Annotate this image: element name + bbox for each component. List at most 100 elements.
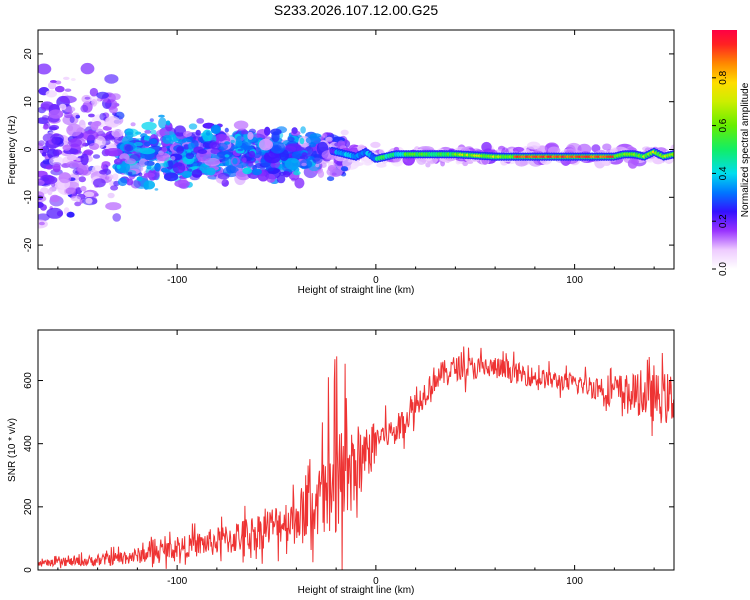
spectrogram-blob [99,112,107,121]
spectrogram-blob [48,81,57,90]
spectrogram-blob [158,117,167,129]
spectrogram-blob [271,131,280,143]
colorbar-ticks: 0.0 0.2 0.4 0.6 0.8 [712,70,729,276]
spectrogram-blob [51,181,56,188]
snr-series-line [38,346,674,570]
spectrogram-blob [110,93,121,101]
spectrogram-blob [237,148,244,152]
spectrogram-blob [481,141,492,153]
spectrogram-blob [267,167,280,174]
spectrogram-blob [70,78,76,81]
spectrogram-blob [216,142,229,151]
spectrogram-blob [156,152,170,162]
spectrogram-blob [66,211,75,218]
spectrogram-blob [139,147,156,155]
spectrogram-blob [161,167,168,173]
spectrogram-blob [325,136,333,142]
spectrogram-ridge [329,146,674,163]
colorbar [712,30,737,269]
spectrogram-blob [188,123,198,130]
spectrogram-blob [370,141,381,148]
spectrogram-blob [221,179,229,187]
spectrogram-blob [527,141,541,150]
spectrogram-blob [38,179,45,186]
spectrogram-blob [63,76,70,80]
bottom-x-axis-label: Height of straight line (km) [298,585,415,596]
spectrogram-blob [93,178,106,188]
spectrogram-blob [62,144,71,151]
spectrogram-blob [163,162,170,168]
spectrogram-blob [217,172,230,180]
spectrogram-blob [248,150,256,158]
spectrogram-blob [143,172,155,178]
spectrogram-blob [55,85,65,93]
spectrogram-blob [376,162,387,168]
spectrogram-blob [104,74,119,84]
spectrogram-blob [105,202,122,211]
spectrogram-blob [48,109,64,119]
spectrogram-blob [158,114,165,118]
spectrogram-blob [74,201,82,207]
bottom-y-axis-label: SNR (10 * v/v) [7,418,18,482]
spectrogram-blob [42,159,52,165]
spectrogram-marks [38,62,674,229]
spectrogram-blob [80,153,89,166]
spectrogram-blob [183,137,187,142]
spectrogram-blob [124,144,134,152]
spectrogram-blob [88,113,95,118]
spectrogram-blob [85,197,93,204]
spectrogram-blob [144,141,151,147]
spectrogram-blob [143,180,155,190]
spectrogram-blob [133,142,143,147]
spectrogram-blob [38,142,44,151]
spectrogram-blob [38,221,45,226]
spectrogram-blob [291,158,299,163]
top-y-axis-label: Frequency (Hz) [7,116,18,185]
spectrogram-blob [107,192,115,199]
spectrogram-blob [38,213,50,222]
spectrogram-blob [52,163,61,173]
top-x-tick-label: 100 [566,275,583,286]
spectrogram-blob [45,165,54,170]
spectrogram-blob [240,130,249,135]
spectrogram-blob [144,160,155,167]
spectrogram-blob [154,188,159,191]
spectrogram-blob [41,115,49,121]
top-x-tick-label: -100 [167,275,187,286]
top-x-axis-label: Height of straight line (km) [298,285,415,296]
spectrogram-blob [69,116,75,123]
spectrogram-blob [92,154,101,159]
spectrogram-blob [210,124,221,134]
spectrogram-blob [276,174,286,184]
spectrogram-blob [294,177,305,189]
spectrogram-blob [233,120,249,130]
bottom-y-tick-label: 0 [23,567,34,573]
top-x-tick-label: 0 [373,275,379,286]
spectrogram-blob [84,191,95,197]
spectrogram-blob [80,62,95,75]
spectrogram-blob [230,139,235,144]
spectrogram-blob [91,99,98,107]
colorbar-label: Normalized spectral amplitude [740,82,750,217]
spectrogram-blob [59,95,77,104]
spectrogram-blob [293,170,301,176]
spectrogram-blob [99,169,108,175]
spectrogram-blob [144,135,152,140]
spectrogram-blob [232,157,238,165]
spectrogram-blob [50,80,57,84]
spectrogram-blob [627,158,638,169]
spectrogram-blob [38,63,52,75]
chart-title: S233.2026.107.12.00.G25 [274,2,438,18]
top-y-tick-label: -20 [23,237,34,252]
spectrogram-blob [337,140,346,150]
spectrogram-blob [48,156,65,167]
spectrogram-blob [312,154,323,164]
spectrogram-blob [165,120,171,126]
spectrogram-blob [224,127,229,133]
spectrogram-blob [291,127,298,135]
spectrogram-blob [104,148,123,157]
spectrogram-blob [75,114,80,119]
spectrogram-blob [84,96,91,100]
